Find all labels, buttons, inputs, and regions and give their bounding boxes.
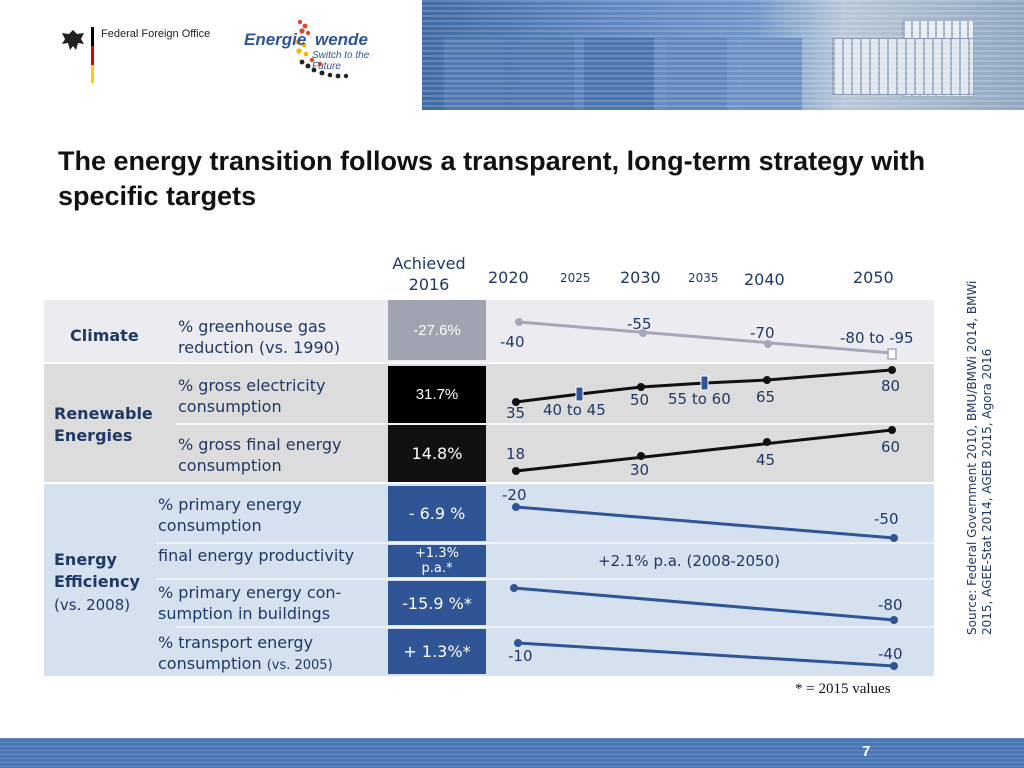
transport-desc-text: % transport energy consumption <box>158 633 314 673</box>
column-2050: 2050 <box>853 268 894 287</box>
electricity-2035: 55 to 60 <box>668 390 731 408</box>
final-energy-desc: % gross final energy consumption <box>178 435 342 475</box>
climate-achieved: -27.6% <box>388 300 486 360</box>
buildings-line <box>510 584 898 624</box>
transport-2050: -40 <box>878 645 903 663</box>
buildings-desc: % primary energy con- sumption in buildi… <box>158 583 342 623</box>
electricity-2030: 50 <box>630 391 650 409</box>
logo-tagline: Switch to the Future <box>312 50 370 72</box>
column-2025: 2025 <box>560 271 591 285</box>
category-renewables: Renewable Energies <box>54 404 153 445</box>
final-2040: 45 <box>756 451 776 469</box>
transport-line <box>514 639 898 670</box>
electricity-2020: 35 <box>506 404 526 422</box>
electricity-desc: % gross electricity consumption <box>178 376 326 416</box>
column-achieved: Achieved 2016 <box>392 254 466 294</box>
logo-dots-icon <box>295 19 349 79</box>
electricity-line <box>512 366 896 406</box>
source-note: Source: Federal Government 2010, BMU/BMW… <box>965 275 1001 635</box>
climate-line <box>515 318 897 360</box>
final-2050: 60 <box>881 438 901 456</box>
footer-bar <box>0 738 1024 768</box>
page-number: 7 <box>862 743 871 760</box>
primary-energy-desc: % primary energy consumption <box>158 495 302 535</box>
final-2030: 30 <box>630 461 650 479</box>
source-text: Source: Federal Government 2010, BMU/BMW… <box>965 280 994 635</box>
transport-achieved: + 1.3%* <box>388 629 486 674</box>
buildings-achieved: -15.9 %* <box>388 581 486 625</box>
energiewende-logo: Energie wende Switch to the Future <box>242 18 392 88</box>
column-2020: 2020 <box>488 268 529 287</box>
primary-2020: -20 <box>502 486 527 504</box>
climate-2030: -55 <box>627 315 652 333</box>
final-energy-achieved: 14.8% <box>388 425 486 482</box>
page-title: The energy transition follows a transpar… <box>58 146 926 211</box>
primary-energy-line <box>512 503 898 542</box>
climate-desc: % greenhouse gas reduction (vs. 1990) <box>178 317 341 357</box>
climate-2050: -80 to -95 <box>840 329 914 347</box>
transport-desc: % transport energy consumption (vs. 2005… <box>158 632 388 676</box>
climate-row <box>44 300 934 362</box>
electricity-achieved: 31.7% <box>388 366 486 423</box>
electricity-2050: 80 <box>881 377 901 395</box>
category-efficiency-note: (vs. 2008) <box>54 596 131 614</box>
productivity-desc: final energy productivity <box>158 546 355 565</box>
logo-energie: Energie <box>244 30 307 49</box>
flag-bar-icon <box>91 27 94 83</box>
eff-divider-1 <box>156 542 934 544</box>
productivity-achieved: +1.3% p.a.* <box>388 545 486 577</box>
coat-of-arms-icon <box>60 26 86 56</box>
primary-2050: -50 <box>874 510 899 528</box>
column-2035: 2035 <box>688 271 719 285</box>
eff-divider-3 <box>176 626 934 628</box>
category-efficiency: Energy Efficiency <box>54 550 140 591</box>
climate-2040: -70 <box>750 324 775 342</box>
column-2030: 2030 <box>620 268 661 287</box>
office-label: Federal Foreign Office <box>101 28 211 40</box>
electricity-2040: 65 <box>756 388 776 406</box>
column-2040: 2040 <box>744 270 785 289</box>
category-climate: Climate <box>70 326 139 345</box>
transport-note: (vs. 2005) <box>266 658 333 673</box>
climate-2020: -40 <box>500 333 525 351</box>
renew-divider <box>176 423 934 425</box>
eff-divider-2 <box>156 578 934 580</box>
final-energy-line <box>512 426 896 475</box>
electricity-2025: 40 to 45 <box>543 401 606 419</box>
buildings-2050: -80 <box>878 596 903 614</box>
efficiency-row <box>44 484 934 676</box>
transport-2020: -10 <box>508 647 533 665</box>
footnote: * = 2015 values <box>795 681 891 697</box>
logo-wende: wende <box>315 30 368 49</box>
header-photo <box>422 0 1024 110</box>
final-2020: 18 <box>506 445 526 463</box>
productivity-target: +2.1% p.a. (2008-2050) <box>598 552 780 570</box>
primary-achieved: - 6.9 % <box>388 486 486 541</box>
